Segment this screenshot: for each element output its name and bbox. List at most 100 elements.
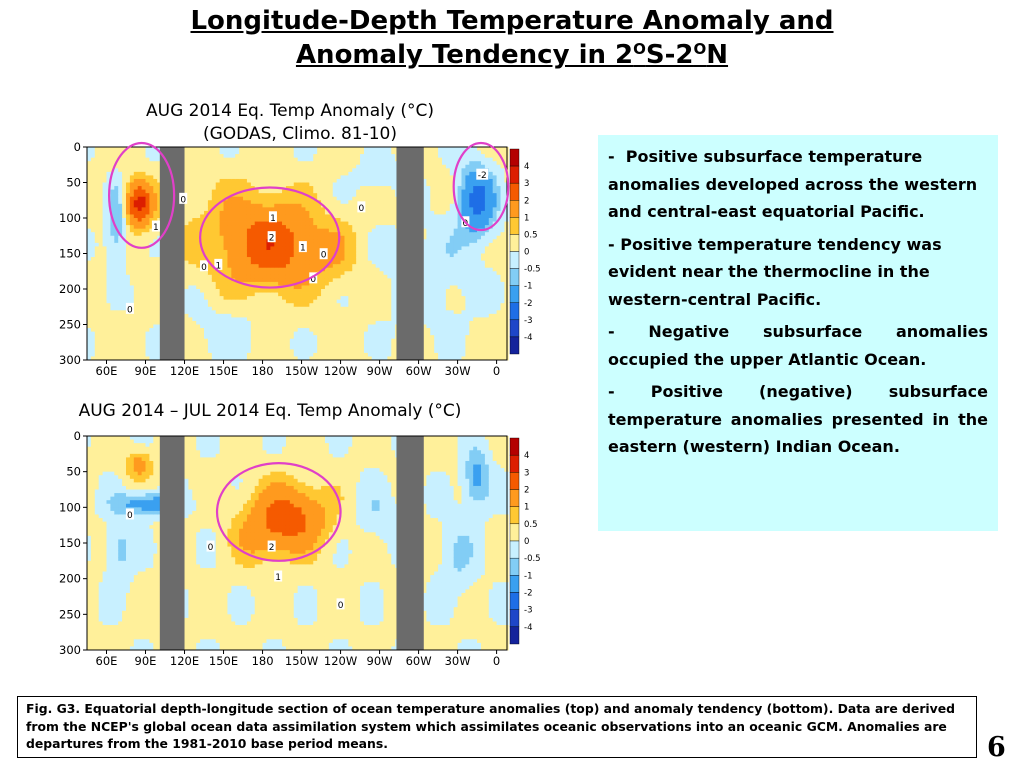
heatmap-cell [363, 331, 369, 336]
heatmap-cell [94, 157, 100, 162]
heatmap-cell [106, 313, 111, 318]
heatmap-cell [344, 249, 349, 254]
heatmap-cell [90, 267, 96, 272]
heatmap-cell [344, 345, 349, 350]
heatmap-cell [122, 292, 127, 297]
heatmap-cell [254, 214, 260, 219]
heatmap-cell [219, 150, 224, 155]
heatmap-cell [282, 271, 287, 276]
heatmap-cell [126, 320, 131, 325]
heatmap-cell [336, 214, 341, 219]
heatmap-cell [239, 246, 244, 251]
heatmap-cell [274, 257, 279, 261]
heatmap-cell [114, 342, 119, 347]
heatmap-cell [301, 338, 306, 343]
heatmap-cell [243, 292, 248, 297]
heatmap-cell [196, 193, 201, 198]
heatmap-cell [321, 310, 326, 315]
heatmap-cell [204, 168, 209, 173]
heatmap-cell [110, 281, 115, 286]
heatmap-cell [321, 157, 326, 162]
heatmap-cell [114, 232, 119, 237]
heatmap-cell [309, 175, 314, 180]
heatmap-cell [297, 253, 302, 258]
heatmap-cell [262, 267, 267, 272]
heatmap-cell [250, 178, 256, 183]
heatmap-cell [270, 171, 275, 176]
heatmap-cell [126, 164, 131, 169]
heatmap-cell [336, 178, 341, 183]
heatmap-cell [371, 203, 377, 208]
heatmap-cell [348, 328, 353, 332]
heatmap-cell [340, 150, 345, 155]
heatmap-cell [336, 342, 341, 347]
heatmap-cell [321, 313, 326, 318]
heatmap-cell [340, 324, 345, 329]
heatmap-cell [266, 193, 271, 198]
heatmap-cell [250, 335, 256, 340]
heatmap-cell [192, 292, 197, 297]
heatmap-cell [243, 253, 248, 258]
heatmap-cell [184, 328, 189, 332]
heatmap-cell [110, 285, 115, 290]
heatmap-cell [110, 331, 115, 336]
heatmap-cell [383, 320, 388, 325]
heatmap-cell [391, 239, 396, 244]
heatmap-cell [274, 289, 279, 293]
heatmap-cell [301, 335, 306, 340]
heatmap-cell [94, 232, 100, 237]
heatmap-cell [305, 171, 310, 176]
heatmap-cell [106, 349, 111, 354]
heatmap-cell [274, 147, 279, 151]
heatmap-cell [184, 306, 189, 311]
heatmap-cell [231, 331, 236, 336]
heatmap-cell [367, 171, 373, 176]
heatmap-cell [184, 218, 189, 222]
heatmap-cell [309, 324, 314, 329]
heatmap-cell [387, 278, 392, 283]
heatmap-cell [387, 214, 392, 219]
heatmap-cell [278, 292, 283, 297]
heatmap-cell [379, 303, 384, 308]
heatmap-cell [313, 356, 318, 361]
heatmap-cell [262, 235, 267, 240]
heatmap-cell [157, 352, 162, 357]
heatmap-cell [145, 157, 150, 162]
heatmap-cell [254, 331, 260, 336]
heatmap-cell [192, 285, 197, 290]
heatmap-cell [207, 193, 213, 198]
heatmap-cell [367, 267, 373, 272]
heatmap-cell [266, 356, 271, 361]
heatmap-cell [270, 249, 275, 254]
heatmap-cell [297, 271, 302, 276]
heatmap-cell [332, 246, 338, 251]
heatmap-cell [94, 182, 100, 187]
heatmap-cell [118, 274, 123, 279]
heatmap-cell [285, 193, 291, 198]
heatmap-cell [149, 313, 154, 318]
heatmap-cell [243, 345, 248, 350]
heatmap-cell [126, 278, 131, 283]
heatmap-cell [246, 352, 252, 357]
heatmap-cell [309, 157, 314, 162]
heatmap-cell [200, 281, 205, 286]
heatmap-cell [219, 335, 224, 340]
heatmap-cell [239, 239, 244, 244]
heatmap-cell [122, 303, 127, 308]
heatmap-cell [344, 210, 349, 215]
heatmap-cell [278, 352, 283, 357]
heatmap-cell [285, 218, 291, 222]
heatmap-cell [153, 203, 158, 208]
heatmap-cell [243, 154, 248, 159]
heatmap-cell [317, 189, 322, 194]
heatmap-cell [98, 168, 104, 173]
heatmap-cell [219, 214, 224, 219]
heatmap-cell [266, 161, 271, 166]
heatmap-cell [204, 164, 209, 169]
heatmap-cell [133, 161, 139, 166]
heatmap-cell [94, 257, 100, 261]
heatmap-cell [317, 285, 322, 290]
heatmap-cell [87, 281, 92, 286]
heatmap-cell [184, 232, 189, 237]
heatmap-cell [278, 338, 283, 343]
